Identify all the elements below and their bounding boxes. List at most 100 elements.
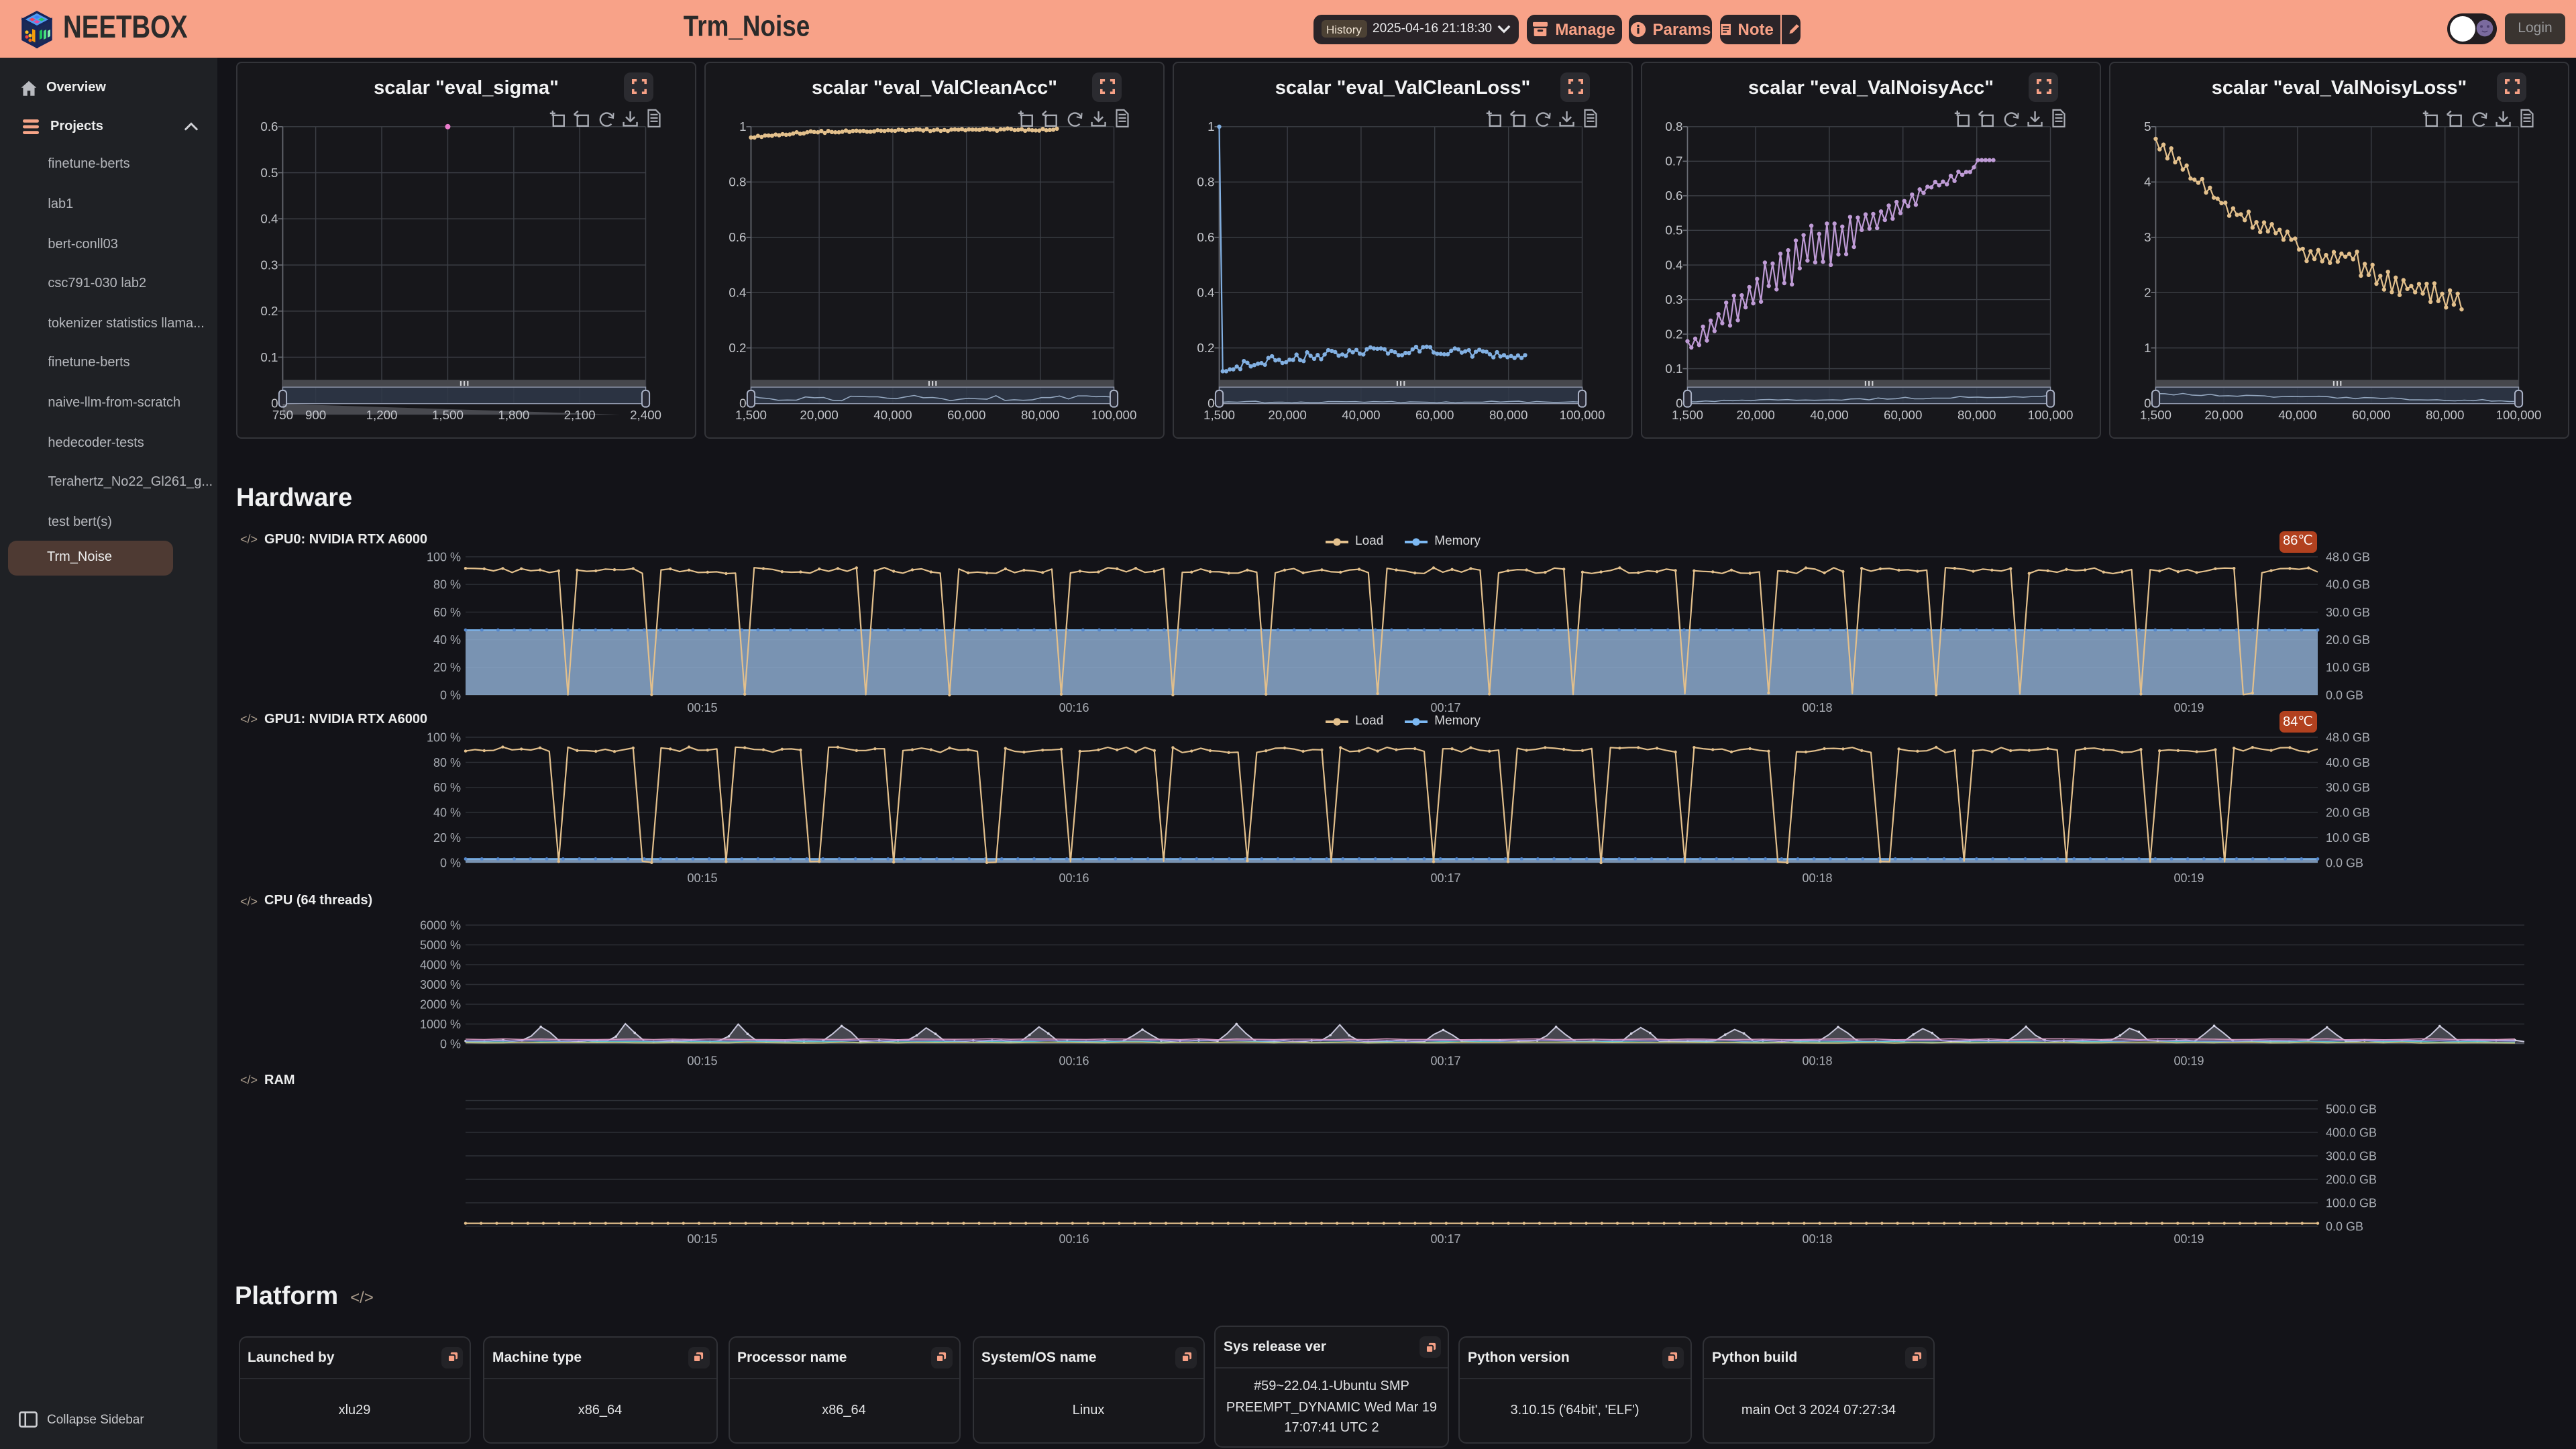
svg-text:0.3: 0.3 (1665, 292, 1682, 307)
svg-text:1,500: 1,500 (2140, 408, 2171, 422)
svg-text:100.0 GB: 100.0 GB (2326, 1196, 2377, 1210)
svg-text:750: 750 (272, 408, 293, 422)
svg-text:4: 4 (2144, 175, 2151, 189)
svg-text:00:17: 00:17 (1430, 1055, 1460, 1068)
svg-text:1,800: 1,800 (498, 408, 529, 422)
svg-text:100,000: 100,000 (1560, 408, 1605, 422)
svg-text:60,000: 60,000 (2352, 408, 2390, 422)
svg-text:0.7: 0.7 (1665, 154, 1682, 168)
svg-text:100,000: 100,000 (2496, 408, 2542, 422)
svg-text:00:19: 00:19 (2174, 1232, 2204, 1246)
svg-text:0 %: 0 % (440, 688, 461, 702)
svg-text:40,000: 40,000 (1810, 408, 1848, 422)
svg-text:0.1: 0.1 (260, 350, 278, 364)
svg-text:80 %: 80 % (433, 578, 461, 592)
svg-text:80,000: 80,000 (2426, 408, 2464, 422)
svg-text:2,100: 2,100 (564, 408, 596, 422)
svg-text:00:16: 00:16 (1059, 701, 1089, 714)
svg-text:20,000: 20,000 (800, 408, 838, 422)
svg-text:0.3: 0.3 (260, 258, 278, 272)
svg-text:4000 %: 4000 % (420, 958, 461, 971)
svg-text:0.2: 0.2 (1197, 341, 1214, 355)
svg-text:00:18: 00:18 (1802, 871, 1832, 885)
svg-text:100,000: 100,000 (1091, 408, 1137, 422)
svg-text:0: 0 (1208, 396, 1214, 410)
svg-text:6000 %: 6000 % (420, 918, 461, 932)
svg-text:00:16: 00:16 (1059, 871, 1089, 885)
svg-text:0.8: 0.8 (1197, 175, 1214, 189)
svg-text:2,400: 2,400 (630, 408, 661, 422)
svg-text:100 %: 100 % (427, 731, 461, 744)
svg-text:0.6: 0.6 (260, 119, 278, 133)
svg-text:60,000: 60,000 (1415, 408, 1454, 422)
svg-text:00:18: 00:18 (1802, 1232, 1832, 1246)
svg-text:1: 1 (1208, 119, 1214, 133)
svg-text:3: 3 (2144, 230, 2151, 244)
svg-text:5000 %: 5000 % (420, 938, 461, 952)
svg-text:0.4: 0.4 (260, 212, 278, 226)
svg-text:00:16: 00:16 (1059, 1055, 1089, 1068)
svg-text:00:15: 00:15 (687, 871, 717, 885)
svg-text:0.4: 0.4 (729, 286, 746, 300)
svg-text:400.0 GB: 400.0 GB (2326, 1126, 2377, 1139)
svg-text:0.0 GB: 0.0 GB (2326, 688, 2363, 702)
svg-text:0.0 GB: 0.0 GB (2326, 1220, 2363, 1233)
svg-text:1,200: 1,200 (366, 408, 398, 422)
svg-text:0.0 GB: 0.0 GB (2326, 856, 2363, 869)
svg-text:40,000: 40,000 (1342, 408, 1380, 422)
svg-text:5: 5 (2144, 119, 2151, 133)
svg-text:0 %: 0 % (440, 1037, 461, 1051)
svg-text:00:15: 00:15 (687, 1232, 717, 1246)
svg-text:100,000: 100,000 (2028, 408, 2074, 422)
svg-text:0.1: 0.1 (1665, 362, 1682, 376)
svg-text:0.2: 0.2 (260, 304, 278, 318)
svg-text:00:19: 00:19 (2174, 871, 2204, 885)
svg-text:0.5: 0.5 (260, 166, 278, 180)
svg-text:60 %: 60 % (433, 781, 461, 794)
svg-text:0.2: 0.2 (729, 341, 746, 355)
svg-text:10.0 GB: 10.0 GB (2326, 831, 2370, 845)
svg-text:1,500: 1,500 (735, 408, 767, 422)
svg-text:40.0 GB: 40.0 GB (2326, 578, 2370, 592)
svg-text:100 %: 100 % (427, 550, 461, 564)
svg-text:0 %: 0 % (440, 856, 461, 869)
svg-text:10.0 GB: 10.0 GB (2326, 661, 2370, 674)
svg-text:60,000: 60,000 (947, 408, 985, 422)
svg-text:0: 0 (271, 396, 278, 410)
svg-text:60,000: 60,000 (1884, 408, 1922, 422)
svg-text:80,000: 80,000 (1957, 408, 1996, 422)
svg-text:00:15: 00:15 (687, 701, 717, 714)
svg-text:00:17: 00:17 (1430, 1232, 1460, 1246)
svg-text:0.4: 0.4 (1665, 258, 1682, 272)
svg-text:0.6: 0.6 (1197, 230, 1214, 244)
svg-text:30.0 GB: 30.0 GB (2326, 781, 2370, 794)
svg-text:20 %: 20 % (433, 831, 461, 845)
svg-text:500.0 GB: 500.0 GB (2326, 1102, 2377, 1116)
svg-text:20,000: 20,000 (1736, 408, 1774, 422)
svg-text:0.6: 0.6 (729, 230, 746, 244)
svg-text:20,000: 20,000 (1268, 408, 1306, 422)
svg-text:2: 2 (2144, 286, 2151, 300)
svg-text:20.0 GB: 20.0 GB (2326, 806, 2370, 820)
svg-text:40,000: 40,000 (873, 408, 912, 422)
svg-text:48.0 GB: 48.0 GB (2326, 731, 2370, 744)
svg-text:00:18: 00:18 (1802, 1055, 1832, 1068)
svg-text:40 %: 40 % (433, 806, 461, 820)
svg-text:60 %: 60 % (433, 606, 461, 619)
svg-text:80,000: 80,000 (1489, 408, 1527, 422)
svg-text:00:16: 00:16 (1059, 1232, 1089, 1246)
svg-text:0: 0 (739, 396, 746, 410)
svg-text:40 %: 40 % (433, 633, 461, 647)
svg-text:0: 0 (1676, 396, 1682, 410)
svg-text:80 %: 80 % (433, 756, 461, 769)
svg-text:48.0 GB: 48.0 GB (2326, 550, 2370, 564)
svg-text:2000 %: 2000 % (420, 998, 461, 1011)
svg-text:00:19: 00:19 (2174, 1055, 2204, 1068)
svg-text:1: 1 (739, 119, 746, 133)
svg-text:0.8: 0.8 (729, 175, 746, 189)
svg-text:0.4: 0.4 (1197, 286, 1214, 300)
svg-text:00:19: 00:19 (2174, 701, 2204, 714)
svg-text:900: 900 (305, 408, 326, 422)
svg-text:00:15: 00:15 (687, 1055, 717, 1068)
svg-text:40,000: 40,000 (2278, 408, 2316, 422)
